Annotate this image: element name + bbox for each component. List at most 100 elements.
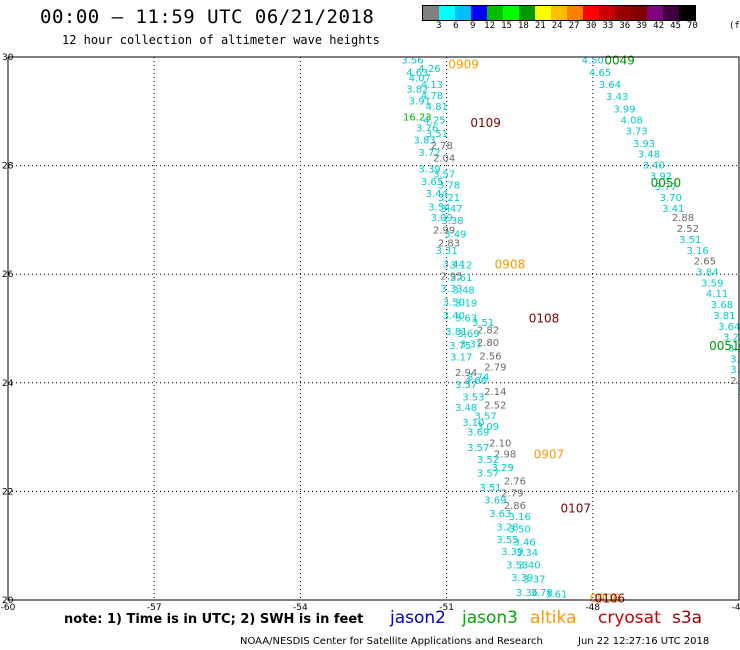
data-point-label: 3.50 <box>728 344 740 355</box>
color-scale-cell <box>583 6 599 20</box>
data-point-label: 4.50 <box>582 56 604 67</box>
data-point-label: 3.31 <box>435 246 457 257</box>
color-scale-label: 12 <box>484 21 496 31</box>
data-point-label: 3.59 <box>701 278 723 289</box>
x-tick-label: -54 <box>293 603 308 613</box>
data-point-label: 3.63 <box>455 314 477 325</box>
data-point-label: 3.53 <box>462 392 484 403</box>
data-point-label: 3.61 <box>545 589 567 600</box>
color-scale-unit: (ft) <box>729 21 740 31</box>
data-point-label: 4.78 <box>421 91 443 102</box>
data-point-label: 3.84 <box>696 267 718 278</box>
x-tick-label: -51 <box>439 603 454 613</box>
pass-time-label: 0907 <box>534 447 565 461</box>
data-point-label: 3.82 <box>406 84 428 95</box>
color-scale-cell <box>503 6 519 20</box>
data-point-label: 4.13 <box>421 80 443 91</box>
data-point-label: 2.56 <box>479 352 501 363</box>
color-scale-labels: 3 6 9 12 15 18 21 24 27 30 33 36 39 42 45 70 <box>422 21 740 33</box>
data-point-label: 3.57 <box>455 380 477 391</box>
color-scale-cell <box>423 6 439 20</box>
data-point-label: 3.39 <box>501 547 523 558</box>
data-point-label: 3.48 <box>455 403 477 414</box>
color-scale-label: 27 <box>568 21 580 31</box>
data-point-label: 3.48 <box>638 150 660 161</box>
data-point-label: 3.69 <box>467 428 489 439</box>
data-point-label: 4.08 <box>621 115 643 126</box>
data-point-label: 3.64 <box>599 80 621 91</box>
pass-time-label: 0051 <box>709 339 740 353</box>
data-point-label: 16.23 <box>403 113 432 124</box>
page-title: 00:00 – 11:59 UTC 06/21/2018 <box>40 6 375 28</box>
data-point-label: 3.51 <box>426 129 448 140</box>
data-point-label: 3.50 <box>509 524 531 535</box>
color-scale-label: 21 <box>534 21 546 31</box>
color-scale-label: 6 <box>453 21 459 31</box>
data-point-label: 3.38 <box>441 216 463 227</box>
data-point-label: 3.99 <box>613 105 635 116</box>
color-scale-label: 15 <box>501 21 512 31</box>
data-point-label: 3.51 <box>679 235 701 246</box>
data-point-label: 3.64 <box>718 322 740 333</box>
data-point-label: 3.69 <box>484 496 506 507</box>
data-point-label: 2.79 <box>484 363 506 374</box>
data-point-label: 2.80 <box>477 338 499 349</box>
color-scale-cell <box>599 6 615 20</box>
data-point-label: 3.55 <box>496 535 518 546</box>
data-point-label: 3.50 <box>443 297 465 308</box>
data-point-label: 2.86 <box>504 501 526 512</box>
legend-item-altika: altika <box>530 608 577 628</box>
color-scale-cell <box>535 6 551 20</box>
data-point-label: 3.74 <box>467 372 489 383</box>
data-point-label: 3.77 <box>655 182 677 193</box>
data-point-label: 3.57 <box>477 468 499 479</box>
legend-item-cryosat: cryosat <box>598 608 661 628</box>
data-point-label: 3.73 <box>626 126 648 137</box>
pass-time-label: 0108 <box>529 312 560 326</box>
data-point-label: 2.78 <box>431 141 453 152</box>
pass-time-label: 0107 <box>560 502 591 516</box>
data-point-label: 3.29 <box>730 365 740 376</box>
data-point-label: 3.39 <box>418 164 440 175</box>
data-point-label: 2.04 <box>433 153 455 164</box>
legend-item-s3a: s3a <box>672 608 703 628</box>
data-point-label: 3.83 <box>414 136 436 147</box>
data-point-label: 2.91 <box>730 376 740 387</box>
data-point-label: 3.22 <box>723 333 740 344</box>
color-scale-label: 42 <box>653 21 665 31</box>
data-point-label: 3.09 <box>431 213 453 224</box>
data-point-label: 3.51 <box>472 318 494 329</box>
data-point-label: 3.41 <box>662 204 684 215</box>
data-point-label: 3.57 <box>467 443 489 454</box>
color-scale-label: 39 <box>636 21 648 31</box>
data-point-label: 4.63 <box>406 68 428 79</box>
data-point-label: 3.39 <box>511 573 533 584</box>
color-scale-cell <box>615 6 631 20</box>
data-point-label: 3.44 <box>426 189 448 200</box>
color-scale-label: 18 <box>517 21 529 31</box>
data-point-label: 2.98 <box>494 449 516 460</box>
data-point-label: 3.78 <box>438 181 460 192</box>
data-point-label: 4.25 <box>423 115 445 126</box>
data-point-label: 4.81 <box>426 102 448 113</box>
data-point-label: 3.72 <box>418 148 440 159</box>
legend-item-jason3: jason3 <box>462 608 518 628</box>
color-scale-label: 36 <box>619 21 631 31</box>
data-point-label: 3.16 <box>686 246 708 257</box>
color-scale-label: 24 <box>551 21 563 31</box>
data-point-label: 3.44 <box>443 259 465 270</box>
data-point-label: 3.57 <box>433 170 455 181</box>
data-point-label: 4.65 <box>589 68 611 79</box>
data-point-label: 3.92 <box>650 171 672 182</box>
data-point-label: 2.76 <box>504 477 526 488</box>
y-tick-label: 20 <box>2 596 14 606</box>
color-scale-cell <box>551 6 567 20</box>
color-scale-cell <box>631 6 647 20</box>
x-tick-label: -48 <box>585 603 600 613</box>
data-point-label: 3.40 <box>643 161 665 172</box>
data-point-label: 3.52 <box>477 455 499 466</box>
data-point-label: 3.29 <box>730 354 740 365</box>
data-point-label: 4.07 <box>409 74 431 85</box>
color-scale-label: 33 <box>602 21 614 31</box>
